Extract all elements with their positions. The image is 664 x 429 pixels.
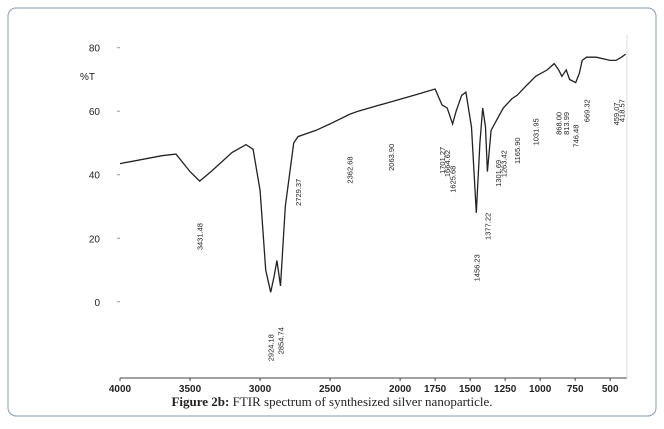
peak-label: 2063.90 — [387, 144, 396, 171]
peak-label: 1377.22 — [483, 213, 492, 240]
peak-label: 418.57 — [618, 99, 627, 122]
peak-label: 1664.62 — [443, 150, 452, 177]
peak-label: 1301.69 — [494, 160, 503, 187]
peak-label: 1263.42 — [499, 150, 508, 177]
peak-label: 1701.27 — [438, 147, 447, 174]
x-tick-label: 1500 — [459, 384, 482, 395]
y-tick-label: 80 — [89, 44, 101, 55]
x-tick-label: 2000 — [389, 384, 412, 395]
peak-label: 3431.48 — [196, 223, 205, 250]
x-tick-label: 1000 — [529, 384, 552, 395]
peak-label: 1456.23 — [472, 254, 481, 281]
peak-label: 813.99 — [562, 112, 571, 135]
peak-label: 2362.68 — [345, 156, 354, 183]
x-tick-label: 2500 — [319, 384, 342, 395]
x-tick-label: 1250 — [494, 384, 517, 395]
x-tick-label: 500 — [602, 384, 619, 395]
y-tick-label: 60 — [89, 107, 101, 118]
peak-label: 746.48 — [572, 125, 581, 148]
x-tick-label: 3500 — [179, 384, 202, 395]
peak-label: 2729.37 — [294, 179, 303, 206]
peak-label: 1165.90 — [513, 137, 522, 164]
y-axis-label: %T — [80, 72, 95, 83]
x-tick-label: 1750 — [424, 384, 447, 395]
spectrum-line — [119, 53, 626, 293]
y-tick-label: 20 — [89, 234, 101, 245]
x-tick-label: 750 — [567, 384, 584, 395]
x-tick-label: 4000 — [109, 384, 132, 395]
peak-label: 2854.74 — [276, 327, 285, 354]
x-tick-label: 3000 — [249, 384, 272, 395]
peak-label: 2924.18 — [267, 334, 276, 361]
peak-label: 868.00 — [555, 112, 564, 135]
y-tick-label: 0 — [94, 298, 100, 309]
peak-label: 669.32 — [582, 99, 591, 122]
caption-label: Figure 2b: — [171, 394, 229, 409]
figure-border — [7, 7, 657, 417]
peak-label: 1031.95 — [532, 118, 541, 145]
caption: Figure 2b: FTIR spectrum of synthesized … — [171, 394, 492, 409]
y-tick-label: 40 — [89, 171, 101, 182]
peak-label: 1625.68 — [449, 166, 458, 193]
caption-text: FTIR spectrum of synthesized silver nano… — [229, 394, 492, 409]
peak-label: 459.07 — [612, 102, 621, 125]
